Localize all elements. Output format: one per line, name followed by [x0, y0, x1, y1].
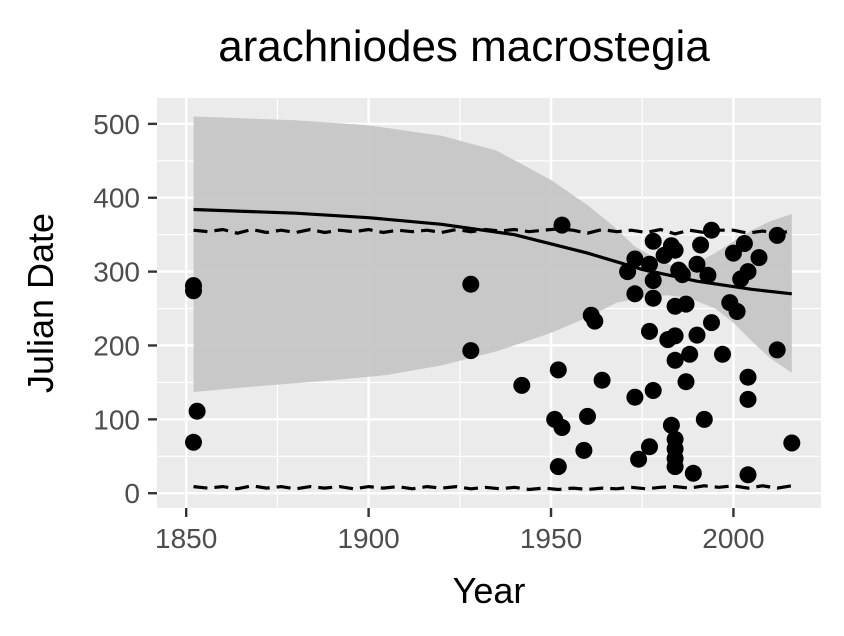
data-point: [724, 244, 742, 262]
confidence-ribbon-layer: [193, 116, 792, 392]
data-point: [593, 371, 611, 389]
data-point: [188, 402, 206, 420]
chart-title: arachniodes macrostegia: [218, 22, 710, 71]
data-point: [768, 341, 786, 359]
data-point: [703, 221, 720, 239]
data-point: [185, 433, 202, 451]
quantile-dashed-line: [193, 484, 793, 492]
data-point: [553, 216, 571, 234]
x-axis-title: Year: [453, 570, 526, 611]
x-axis: 1850 1900 1950 2000: [155, 508, 765, 554]
fit-line: [193, 207, 792, 296]
y-tick-label: 0: [124, 478, 140, 509]
data-point: [739, 263, 757, 281]
data-point: [750, 249, 768, 267]
data-point: [579, 407, 596, 425]
data-point: [662, 416, 680, 434]
data-point: [688, 326, 706, 344]
data-point: [688, 255, 706, 273]
data-point: [703, 314, 720, 332]
data-point: [768, 226, 786, 244]
data-point: [641, 322, 658, 340]
fit-line-layer: [193, 207, 792, 296]
data-point: [462, 342, 480, 360]
data-point: [619, 263, 637, 281]
data-point: [728, 303, 746, 320]
data-point: [677, 295, 695, 313]
x-tick-label: 1850: [155, 523, 217, 554]
data-point: [666, 458, 684, 476]
data-point: [666, 327, 684, 345]
data-point: [549, 458, 567, 476]
data-point: [684, 464, 702, 482]
data-point: [626, 250, 644, 268]
data-point: [739, 466, 757, 484]
data-point: [673, 266, 691, 284]
data-point: [681, 345, 699, 363]
data-point: [630, 450, 648, 468]
data-point: [462, 275, 480, 293]
data-point: [739, 390, 757, 408]
confidence-ribbon: [193, 116, 792, 392]
x-tick-label: 2000: [702, 523, 764, 554]
data-point: [739, 368, 757, 386]
x-tick-label: 1900: [337, 523, 399, 554]
data-point: [626, 388, 644, 406]
data-point: [714, 345, 731, 363]
data-point: [586, 312, 604, 330]
data-point: [644, 289, 662, 307]
data-point: [692, 236, 710, 254]
data-point: [641, 438, 658, 456]
data-point: [549, 361, 567, 379]
data-point: [553, 419, 571, 436]
data-point: [699, 266, 717, 284]
data-point: [513, 376, 531, 394]
y-tick-label: 500: [93, 109, 140, 140]
data-point: [644, 382, 662, 399]
data-point: [677, 373, 695, 391]
data-point: [735, 235, 753, 252]
data-point: [644, 272, 662, 289]
y-axis: 0 100 200 300 400 500: [93, 109, 157, 509]
data-point: [644, 232, 662, 250]
y-axis-title: Julian Date: [20, 213, 61, 393]
data-point: [626, 285, 644, 303]
data-point: [641, 255, 658, 273]
y-tick-label: 300: [93, 257, 140, 288]
y-tick-label: 200: [93, 330, 140, 361]
data-point: [185, 282, 202, 300]
data-point: [695, 410, 713, 428]
data-point: [666, 351, 684, 369]
data-points-layer: [185, 216, 801, 484]
y-tick-label: 100: [93, 404, 140, 435]
y-tick-label: 400: [93, 183, 140, 214]
data-point: [575, 441, 593, 459]
x-tick-label: 1950: [520, 523, 582, 554]
data-point: [666, 241, 684, 259]
data-point: [783, 434, 801, 452]
